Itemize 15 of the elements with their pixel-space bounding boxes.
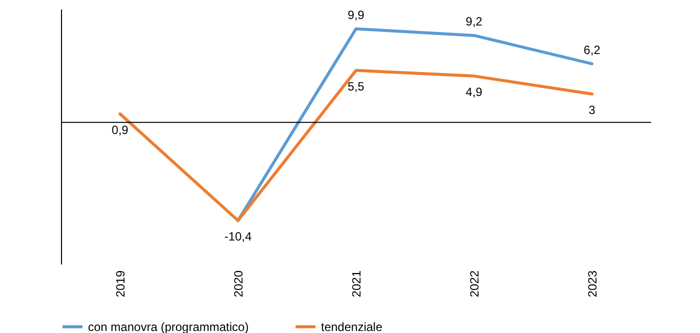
data-label: -10,4 [224,230,252,244]
x-tick-label: 2021 [350,270,364,298]
x-tick-label: 2020 [232,270,246,298]
x-tick-label: 2019 [114,270,128,298]
data-label: 4,9 [466,85,483,100]
data-label: 3 [588,103,596,117]
x-tick-label: 2022 [468,270,482,298]
legend-label: tendenziale [321,320,383,333]
legend-label: con manovra (programmatico) [88,320,249,333]
data-label: 9,9 [348,8,365,22]
data-label: 5,5 [348,79,365,94]
data-label: 9,2 [466,14,483,28]
data-label: 0,9 [112,122,129,137]
x-tick-label: 2023 [586,270,600,298]
data-label: 6,2 [584,42,601,57]
